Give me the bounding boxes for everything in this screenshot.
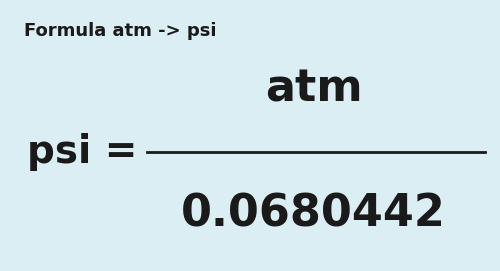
Text: Formula atm -> psi: Formula atm -> psi xyxy=(24,22,217,40)
Text: psi =: psi = xyxy=(26,133,137,171)
Text: atm: atm xyxy=(265,68,362,111)
Text: 0.0680442: 0.0680442 xyxy=(181,193,446,235)
